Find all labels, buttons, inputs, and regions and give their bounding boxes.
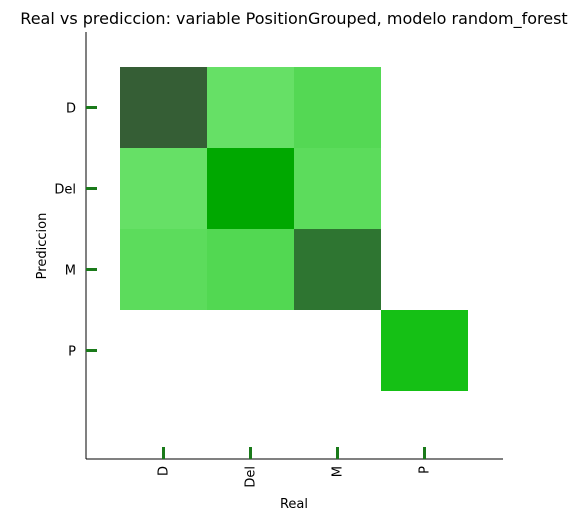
heatmap-cell-d-del	[120, 148, 207, 229]
x-tick-label: P	[418, 466, 433, 474]
y-tick-label: Del	[54, 183, 76, 198]
x-tick-mark	[423, 447, 426, 459]
y-tick-label: M	[65, 264, 76, 279]
x-ticks: D Del M P	[157, 447, 433, 488]
heatmap-cell-del-del	[207, 148, 294, 229]
heatmap-cell-d-m	[120, 229, 207, 310]
y-tick-mark	[86, 268, 97, 271]
chart-title: Real vs prediccion: variable PositionGro…	[20, 9, 567, 29]
x-tick-label: M	[331, 466, 346, 477]
y-tick-mark	[86, 187, 97, 190]
heatmap-cell-m-d	[294, 67, 381, 148]
x-tick-mark	[336, 447, 339, 459]
y-tick-label: D	[66, 102, 76, 117]
x-axis-label: Real	[280, 497, 308, 512]
y-tick-label: P	[68, 345, 76, 360]
heatmap-cell-m-del	[294, 148, 381, 229]
heatmap-cell-m-m	[294, 229, 381, 310]
heatmap-cells	[120, 67, 468, 391]
heatmap-cell-p-p	[381, 310, 468, 391]
x-tick-mark	[249, 447, 252, 459]
x-tick-label: Del	[244, 466, 259, 488]
heatmap-cell-del-d	[207, 67, 294, 148]
y-tick-mark	[86, 349, 97, 352]
y-tick-mark	[86, 106, 97, 109]
y-ticks: D Del M P	[54, 102, 97, 360]
x-tick-mark	[162, 447, 165, 459]
y-axis-label: Prediccion	[35, 213, 50, 280]
heatmap-cell-del-m	[207, 229, 294, 310]
heatmap-cell-d-d	[120, 67, 207, 148]
x-tick-label: D	[157, 466, 172, 476]
